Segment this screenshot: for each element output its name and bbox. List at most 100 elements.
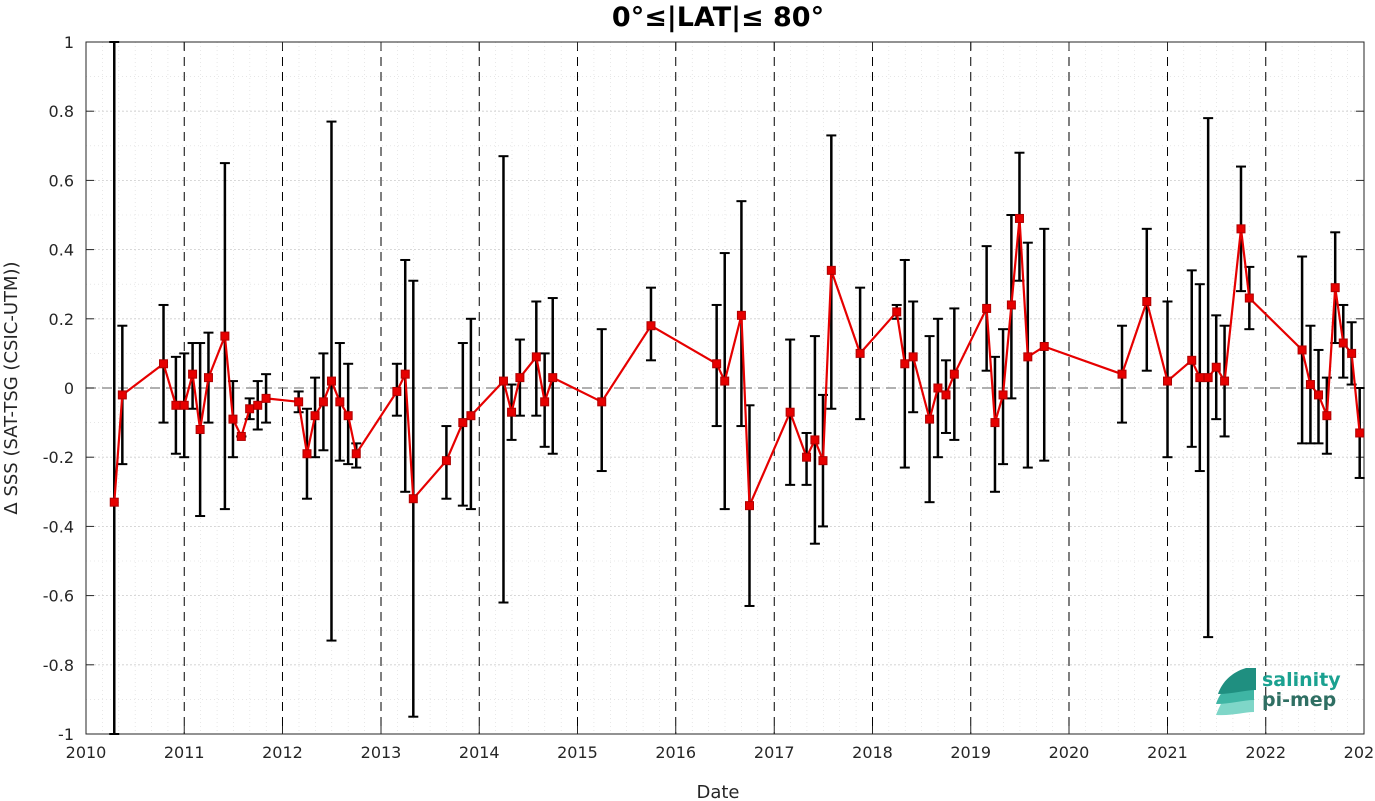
data-point-marker	[1244, 293, 1254, 303]
data-point-marker	[392, 386, 402, 396]
x-tick-label: 2022	[1245, 743, 1286, 762]
y-tick-label: -1	[58, 725, 74, 744]
y-tick-label: 0.4	[49, 241, 74, 260]
data-point-marker	[400, 369, 410, 379]
data-point-marker	[597, 397, 607, 407]
data-point-marker	[261, 393, 271, 403]
logo-text-pi-mep: pi-mep	[1262, 689, 1336, 711]
x-tick-label: 2020	[1049, 743, 1090, 762]
data-point-marker	[466, 411, 476, 421]
data-point-marker	[343, 411, 353, 421]
y-tick-label: 1	[64, 33, 74, 52]
data-point-marker	[458, 418, 468, 428]
x-tick-label: 2021	[1147, 743, 1188, 762]
y-tick-label: -0.6	[43, 587, 74, 606]
data-point-marker	[302, 449, 312, 459]
data-point-marker	[1297, 345, 1307, 355]
x-tick-label: 2013	[361, 743, 402, 762]
data-point-marker	[712, 359, 722, 369]
data-point-marker	[109, 497, 119, 507]
x-tick-label: 2023	[1344, 743, 1375, 762]
data-point-marker	[1023, 352, 1033, 362]
data-point-marker	[744, 501, 754, 511]
x-tick-label: 2019	[950, 743, 991, 762]
data-point-marker	[736, 310, 746, 320]
x-tick-label: 2010	[66, 743, 107, 762]
data-point-marker	[1014, 213, 1024, 223]
data-point-marker	[826, 265, 836, 275]
data-point-marker	[1338, 338, 1348, 348]
data-point-marker	[335, 397, 345, 407]
x-tick-label: 2011	[164, 743, 205, 762]
x-tick-label: 2018	[852, 743, 893, 762]
x-tick-label: 2012	[262, 743, 303, 762]
data-point-marker	[1314, 390, 1324, 400]
data-point-marker	[507, 407, 517, 417]
y-tick-label: -0.2	[43, 448, 74, 467]
data-point-marker	[253, 400, 263, 410]
data-point-marker	[949, 369, 959, 379]
data-point-marker	[908, 352, 918, 362]
x-axis-title: Date	[696, 782, 739, 801]
data-point-marker	[1236, 224, 1246, 234]
data-point-marker	[1163, 376, 1173, 386]
data-point-marker	[1187, 355, 1197, 365]
data-point-marker	[195, 425, 205, 435]
data-point-marker	[1322, 411, 1332, 421]
data-layer	[109, 41, 1365, 735]
data-point-marker	[1305, 380, 1315, 390]
data-point-marker	[810, 435, 820, 445]
data-point-marker	[925, 414, 935, 424]
data-point-marker	[990, 418, 1000, 428]
y-axis-title: Δ SSS (SAT-TSG (CSIC-UTM))	[1, 261, 22, 514]
y-tick-label: 0.6	[49, 171, 74, 190]
data-point-marker	[646, 321, 656, 331]
data-point-marker	[941, 390, 951, 400]
data-point-marker	[408, 494, 418, 504]
data-point-marker	[855, 348, 865, 358]
data-point-marker	[236, 431, 246, 441]
data-point-marker	[1347, 348, 1357, 358]
data-point-marker	[540, 397, 550, 407]
data-point-marker	[188, 369, 198, 379]
data-point-marker	[441, 456, 451, 466]
y-tick-label: 0.2	[49, 310, 74, 329]
y-tick-label: -0.8	[43, 656, 74, 675]
data-point-marker	[1220, 376, 1230, 386]
data-point-marker	[1195, 373, 1205, 383]
data-point-marker	[1142, 297, 1152, 306]
data-point-marker	[159, 359, 169, 369]
data-point-marker	[998, 390, 1008, 400]
data-point-marker	[326, 376, 336, 386]
data-point-marker	[318, 397, 328, 407]
data-point-marker	[294, 397, 304, 407]
data-point-marker	[310, 411, 320, 421]
data-point-marker	[818, 456, 828, 466]
data-point-marker	[245, 404, 255, 414]
data-point-marker	[802, 452, 812, 462]
data-point-marker	[351, 449, 361, 459]
data-point-marker	[1039, 341, 1049, 351]
data-point-marker	[117, 390, 127, 400]
data-point-marker	[982, 303, 992, 313]
data-point-marker	[179, 400, 189, 410]
data-point-marker	[498, 376, 508, 386]
x-tick-label: 2016	[655, 743, 696, 762]
data-point-marker	[531, 352, 541, 362]
y-tick-label: 0	[64, 379, 74, 398]
logo-wave-icon	[1216, 668, 1256, 716]
data-point-marker	[892, 307, 902, 317]
data-point-marker	[1330, 283, 1340, 293]
data-point-marker	[933, 383, 943, 393]
data-point-marker	[220, 331, 230, 341]
data-point-marker	[1203, 373, 1213, 383]
x-tick-label: 2017	[754, 743, 795, 762]
data-point-marker	[1355, 428, 1365, 438]
x-tick-label: 2014	[459, 743, 500, 762]
data-point-marker	[900, 359, 910, 369]
data-point-marker	[548, 373, 558, 383]
data-point-marker	[1211, 362, 1221, 372]
y-tick-label: -0.4	[43, 517, 74, 536]
data-point-marker	[785, 407, 795, 417]
